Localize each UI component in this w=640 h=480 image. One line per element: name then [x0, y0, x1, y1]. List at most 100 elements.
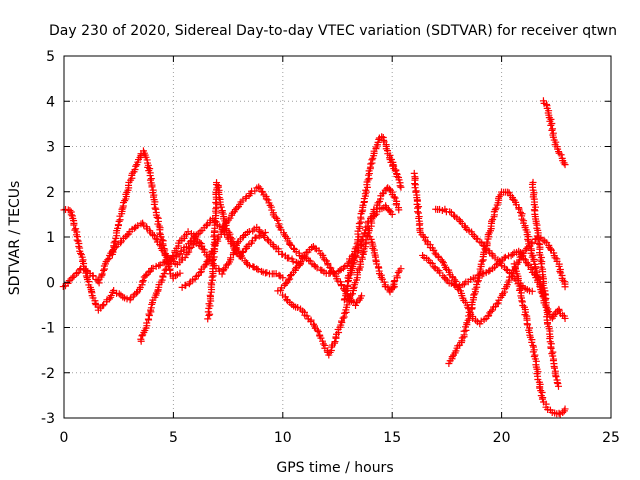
data-point — [518, 215, 526, 223]
data-point — [555, 262, 563, 270]
series-track-b — [59, 219, 304, 291]
data-point — [181, 254, 189, 261]
data-point — [142, 272, 150, 280]
data-point — [349, 285, 357, 293]
data-point — [186, 245, 194, 253]
data-point — [485, 267, 493, 275]
data-point — [261, 228, 269, 236]
data-point — [390, 193, 398, 201]
data-point — [378, 133, 386, 141]
data-point — [530, 257, 538, 265]
data-point — [152, 235, 160, 243]
data-point — [115, 290, 123, 298]
data-point — [364, 219, 372, 227]
data-point — [121, 197, 129, 205]
data-point — [128, 169, 136, 177]
data-point — [201, 261, 209, 269]
data-point — [341, 309, 349, 317]
data-point — [397, 183, 405, 191]
data-point — [159, 241, 167, 249]
y-tick-label: 2 — [46, 185, 55, 201]
data-point — [477, 260, 485, 268]
data-point — [228, 238, 236, 246]
data-point — [150, 200, 158, 208]
data-point — [159, 259, 167, 267]
data-point — [111, 237, 119, 245]
data-point — [291, 265, 299, 273]
data-point — [388, 210, 396, 218]
data-point — [528, 338, 536, 346]
data-point — [491, 206, 499, 214]
data-point — [217, 203, 225, 211]
data-point — [362, 188, 370, 196]
data-point — [218, 270, 226, 278]
data-point — [226, 230, 234, 238]
data-point — [286, 272, 294, 280]
data-point — [415, 203, 423, 211]
data-point — [182, 281, 190, 289]
data-point — [305, 256, 313, 264]
data-point — [165, 261, 173, 269]
data-point — [212, 205, 220, 213]
data-point — [66, 206, 74, 214]
data-point — [474, 272, 482, 280]
data-point — [547, 344, 555, 352]
data-point — [515, 205, 523, 213]
data-point — [158, 276, 166, 284]
y-tick-label: -3 — [41, 411, 55, 427]
data-point — [430, 263, 438, 271]
data-point — [196, 269, 204, 277]
data-point — [557, 151, 565, 159]
x-tick-label: 20 — [493, 430, 511, 446]
data-point — [331, 338, 339, 346]
data-point — [150, 232, 158, 240]
series-track-t — [274, 243, 366, 309]
data-point — [218, 208, 226, 216]
data-point — [278, 250, 286, 258]
series-track-k — [387, 155, 405, 191]
data-point — [366, 214, 374, 222]
x-tick-label: 15 — [383, 430, 401, 446]
data-point — [72, 225, 80, 233]
data-point — [482, 246, 490, 254]
data-point — [190, 231, 198, 239]
data-point — [550, 310, 558, 318]
data-point — [528, 287, 536, 295]
data-point — [161, 266, 169, 274]
data-point — [529, 341, 537, 349]
data-point — [359, 249, 367, 257]
data-point — [100, 266, 108, 274]
data-point — [286, 240, 294, 248]
data-point — [77, 249, 85, 257]
data-point — [255, 232, 263, 240]
series-track-s — [539, 97, 569, 169]
data-point — [542, 303, 550, 311]
data-point — [69, 273, 77, 281]
data-point — [561, 314, 569, 322]
series-track-p — [419, 247, 547, 300]
data-point — [109, 247, 117, 255]
data-point — [203, 258, 211, 266]
series-track-f — [204, 179, 269, 323]
y-tick-label: -1 — [41, 321, 55, 337]
data-point — [524, 235, 532, 243]
data-point — [117, 239, 125, 247]
data-point — [396, 182, 404, 190]
data-point — [151, 204, 159, 212]
series-track-c — [108, 147, 184, 282]
data-point — [279, 274, 287, 282]
data-point — [483, 238, 491, 246]
data-point — [255, 183, 263, 191]
data-point — [350, 256, 358, 264]
data-point — [560, 159, 568, 167]
data-point — [414, 208, 422, 216]
data-point — [448, 353, 456, 361]
data-point — [153, 213, 161, 221]
data-point — [155, 262, 163, 270]
data-point — [492, 204, 500, 212]
data-point — [283, 296, 291, 303]
data-point — [107, 291, 115, 299]
data-point — [138, 278, 146, 286]
data-point — [393, 272, 401, 280]
data-point — [551, 254, 559, 262]
